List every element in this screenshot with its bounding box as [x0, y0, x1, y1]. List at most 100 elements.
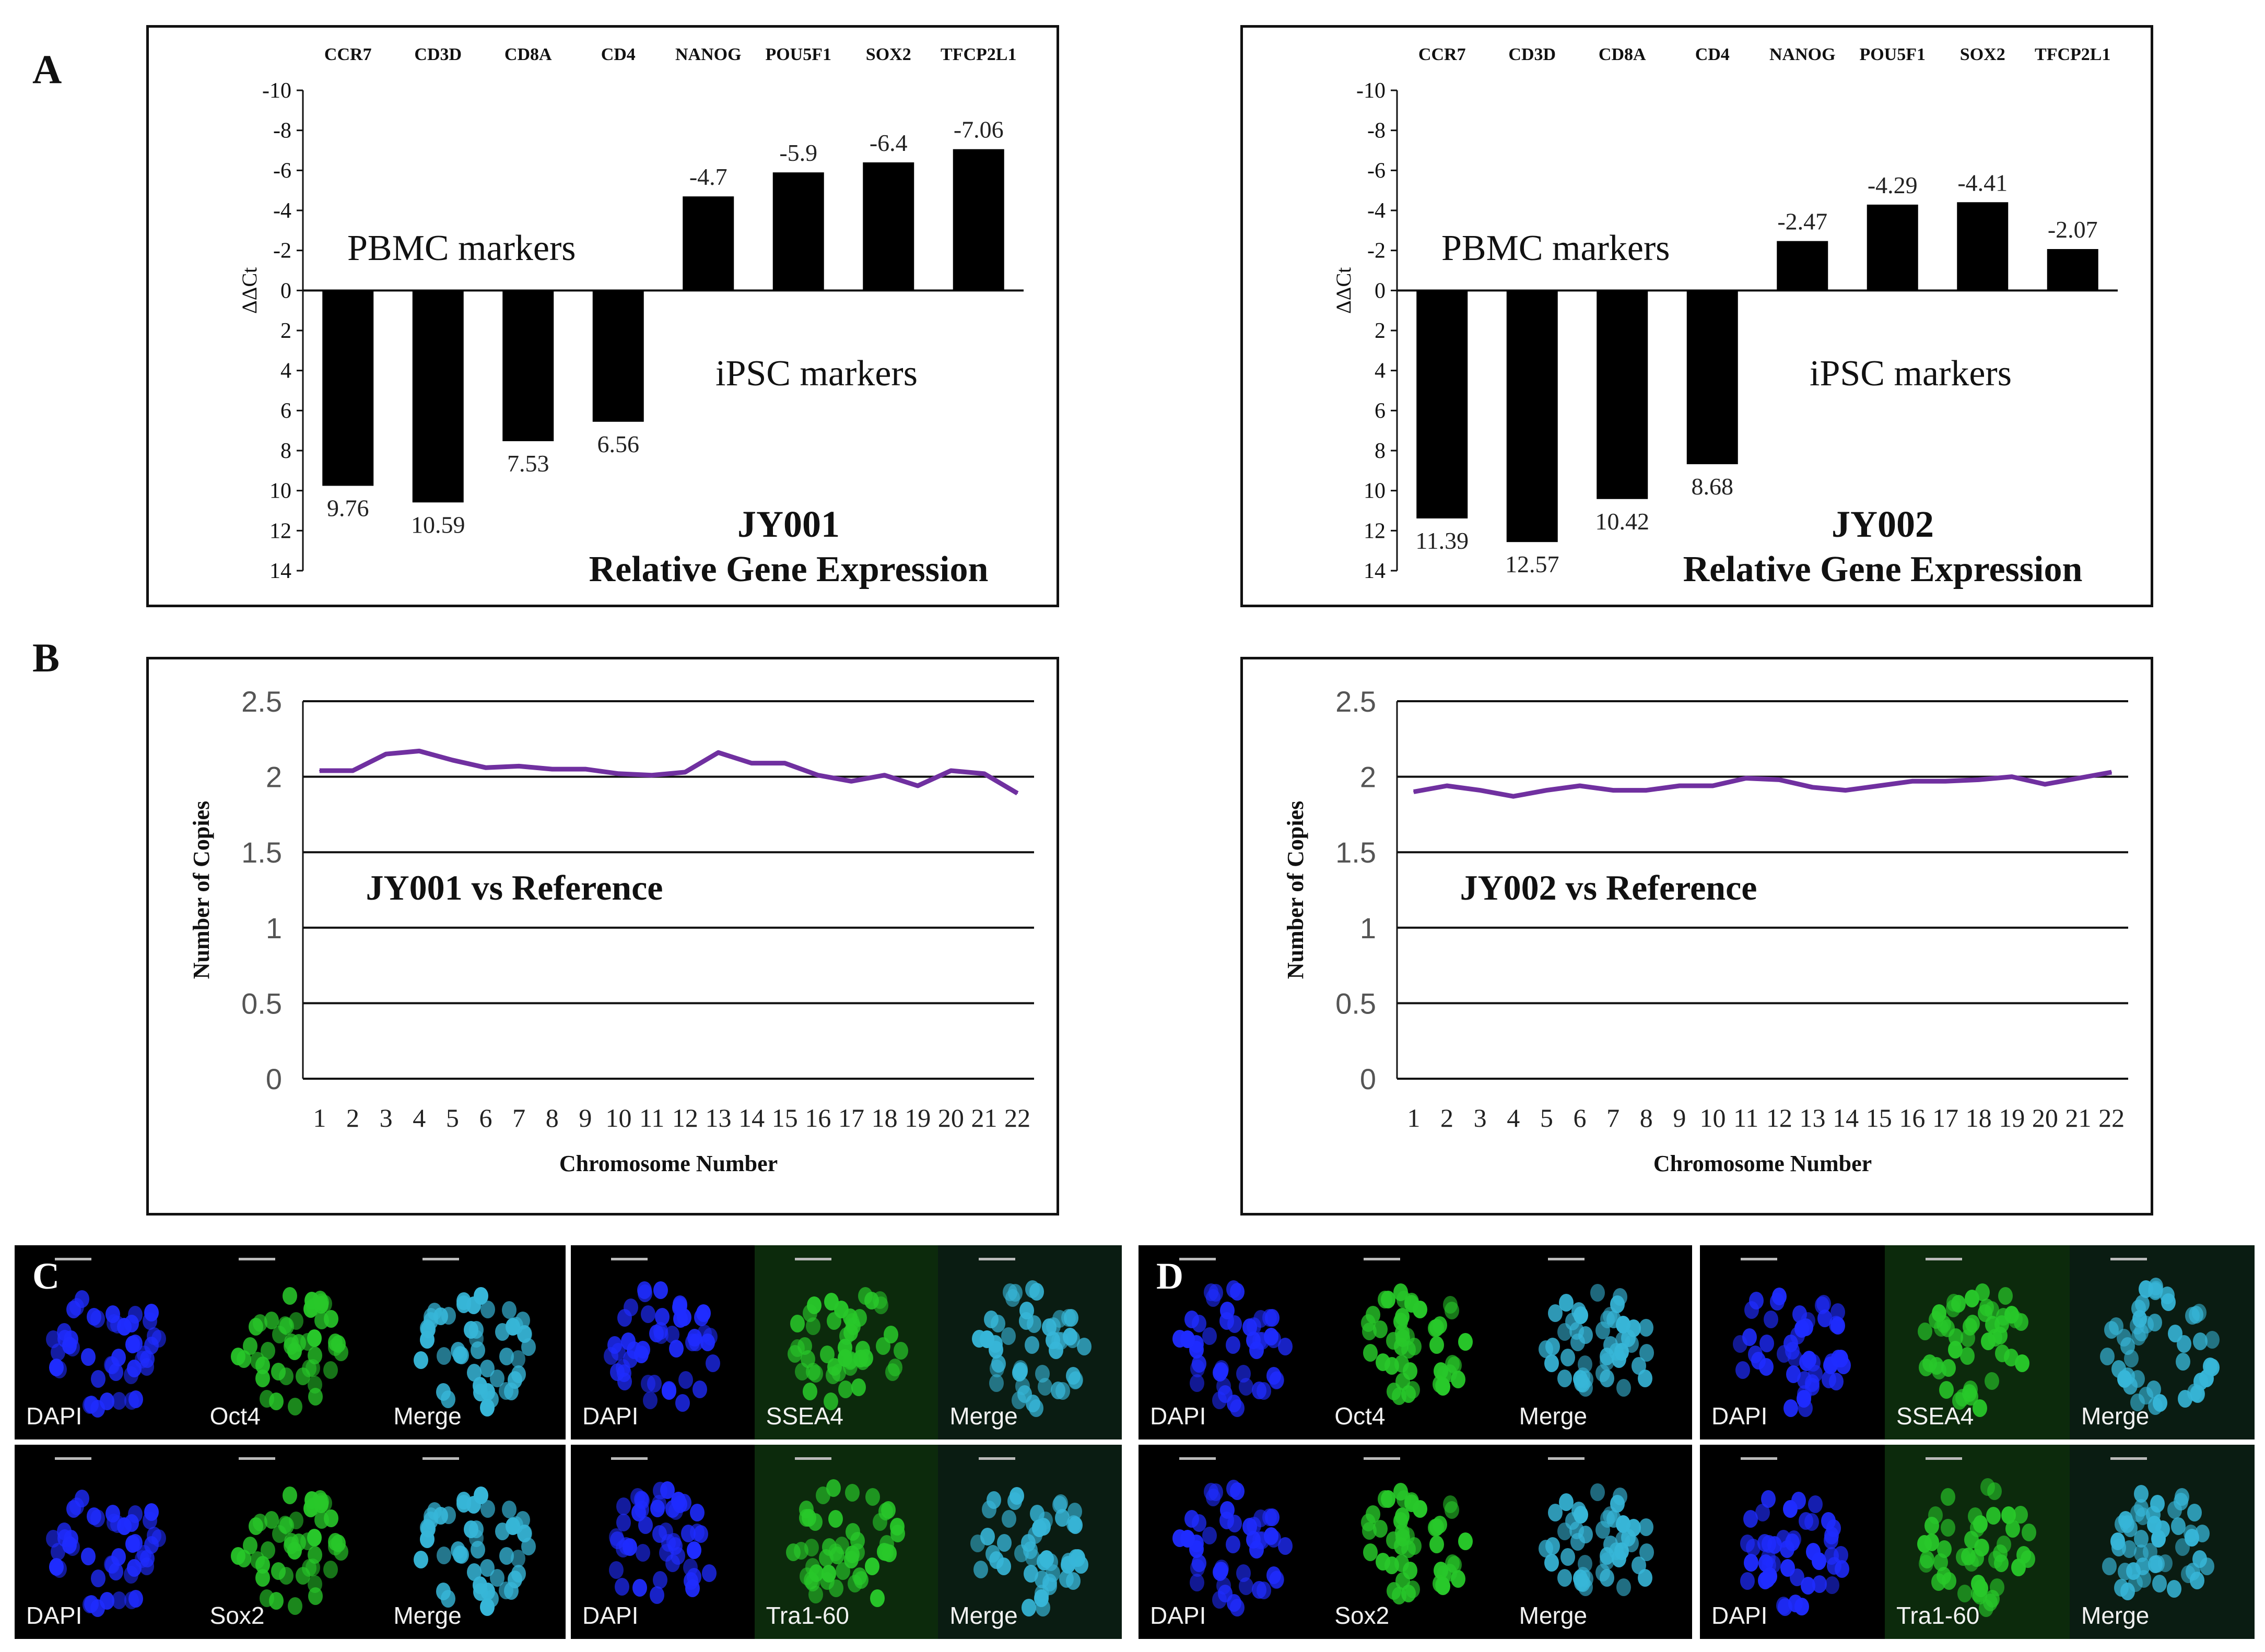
data-label: 8.68	[1692, 473, 1734, 500]
cell-nucleus	[1225, 1535, 1240, 1553]
data-point	[1878, 785, 1880, 786]
cell-nucleus	[637, 1281, 652, 1300]
cell-nucleus	[1048, 1341, 1063, 1359]
cell-nucleus	[1252, 1382, 1267, 1400]
data-label: -6.4	[870, 129, 908, 156]
x-tick-label: 13	[1799, 1103, 1825, 1132]
cell-nucleus	[1066, 1515, 1082, 1533]
y-tick-label: 4	[1375, 359, 1386, 383]
cell-nucleus	[65, 1538, 80, 1556]
cell-nucleus	[127, 1505, 143, 1524]
chart-jy002-copies: 0 0.5 1 1.5 2 2.5 1 2 3 4 5 6 7 8 9 10 11 12 13 14 15 16 17 18 1…	[1240, 657, 2153, 1216]
annotation-pbmc-markers: PBMC markers	[1441, 228, 1670, 268]
cell-nucleus	[2102, 1557, 2117, 1575]
cell-nucleus	[414, 1351, 429, 1370]
cell-nucleus	[105, 1356, 120, 1375]
cell-nucleus	[790, 1315, 805, 1333]
cell-nucleus	[685, 1579, 700, 1597]
cell-nucleus	[805, 1317, 820, 1335]
cell-nucleus	[1570, 1334, 1586, 1352]
cell-nucleus	[1595, 1520, 1611, 1539]
jy001-expression-plot: -10 -8 -6 -4 -2 0 2 4 6 8 10 12 14 ΔΔCt CCR7 9.76 CD3D 10…	[238, 45, 1024, 589]
fluor-image-merge: Merge	[382, 1445, 566, 1639]
cell-nucleus	[823, 1392, 838, 1410]
cell-nucleus	[1023, 1564, 1038, 1583]
data-label: 12.57	[1505, 551, 1559, 577]
bar	[1506, 290, 1558, 542]
cell-nucleus	[1264, 1527, 1279, 1545]
scale-bar	[978, 1457, 1015, 1460]
cell-nucleus	[1638, 1369, 1653, 1387]
cell-nucleus	[268, 1392, 284, 1410]
cell-nucleus	[1458, 1532, 1473, 1550]
cell-nucleus	[1427, 1518, 1442, 1537]
y-tick-label: 0	[1375, 279, 1386, 303]
data-point	[1546, 789, 1547, 791]
cell-nucleus	[1621, 1529, 1636, 1547]
y-tick-label: 6	[1375, 399, 1386, 423]
data-point	[618, 773, 619, 774]
stain-label: DAPI	[1711, 1602, 1768, 1629]
cell-nucleus	[971, 1330, 987, 1348]
x-tick-label: 2	[346, 1103, 359, 1132]
fluor-image-merge: Merge	[938, 1245, 1122, 1439]
sample-name: JY002	[1832, 503, 1934, 545]
cell-nucleus	[1407, 1537, 1422, 1555]
cell-nucleus	[640, 1305, 655, 1323]
cell-nucleus	[827, 1358, 842, 1376]
cell-nucleus	[300, 1332, 315, 1351]
stain-label: SSEA4	[766, 1402, 843, 1430]
cell-nucleus	[1747, 1346, 1763, 1364]
cell-nucleus	[1574, 1505, 1589, 1524]
cell-nucleus	[1963, 1318, 1978, 1336]
cell-nucleus	[1996, 1536, 2011, 1554]
fluor-image-merge: Merge	[1508, 1245, 1692, 1439]
x-tick-label: 8	[1640, 1103, 1653, 1132]
cell-nucleus	[2161, 1293, 2176, 1312]
x-tick-label: 21	[971, 1103, 997, 1132]
cell-nucleus	[683, 1559, 698, 1577]
cell-nucleus	[1758, 1358, 1774, 1376]
cell-nucleus	[1638, 1319, 1653, 1337]
cell-nucleus	[1051, 1382, 1066, 1400]
scale-bar	[1548, 1457, 1585, 1460]
data-label: -5.9	[779, 139, 817, 166]
cell-nucleus	[1063, 1328, 1078, 1346]
cell-nucleus	[1638, 1518, 1653, 1537]
x-tick-label: 14	[738, 1103, 765, 1132]
cell-nucleus	[470, 1540, 485, 1559]
cell-nucleus	[1744, 1301, 1759, 1319]
cell-nucleus	[1799, 1318, 1814, 1336]
x-tick-label: 15	[772, 1103, 798, 1132]
cell-nucleus	[1238, 1378, 1253, 1396]
cell-nucleus	[1985, 1372, 2000, 1390]
stain-label: DAPI	[26, 1402, 83, 1430]
cell-nucleus	[675, 1394, 690, 1412]
category-label: CD8A	[504, 45, 552, 64]
x-tick-label: 8	[546, 1103, 559, 1132]
data-point	[1512, 796, 1514, 797]
cell-nucleus	[86, 1308, 101, 1326]
cell-nucleus	[454, 1546, 470, 1564]
cell-nucleus	[1735, 1361, 1751, 1379]
cell-nucleus	[283, 1486, 298, 1505]
y-tick-label: 10	[269, 479, 291, 503]
cell-nucleus	[495, 1323, 510, 1341]
data-point	[1778, 779, 1780, 781]
data-point	[1679, 785, 1680, 786]
data-point	[950, 770, 952, 772]
cell-nucleus	[136, 1545, 151, 1563]
fluor-group-c-ssea4: DAPI SSEA4 Merge	[571, 1245, 1122, 1439]
cell-nucleus	[838, 1380, 853, 1399]
data-point	[1712, 785, 1714, 786]
category-label: CCR7	[324, 45, 372, 64]
cell-nucleus	[1941, 1488, 1955, 1506]
cell-nucleus	[495, 1522, 510, 1540]
category-label: CD4	[1695, 45, 1730, 64]
cell-nucleus	[1798, 1512, 1813, 1530]
cell-nucleus	[1019, 1302, 1034, 1320]
cell-nucleus	[105, 1305, 121, 1324]
cell-nucleus	[653, 1571, 668, 1589]
cell-nucleus	[1821, 1512, 1836, 1530]
cell-nucleus	[323, 1509, 338, 1527]
